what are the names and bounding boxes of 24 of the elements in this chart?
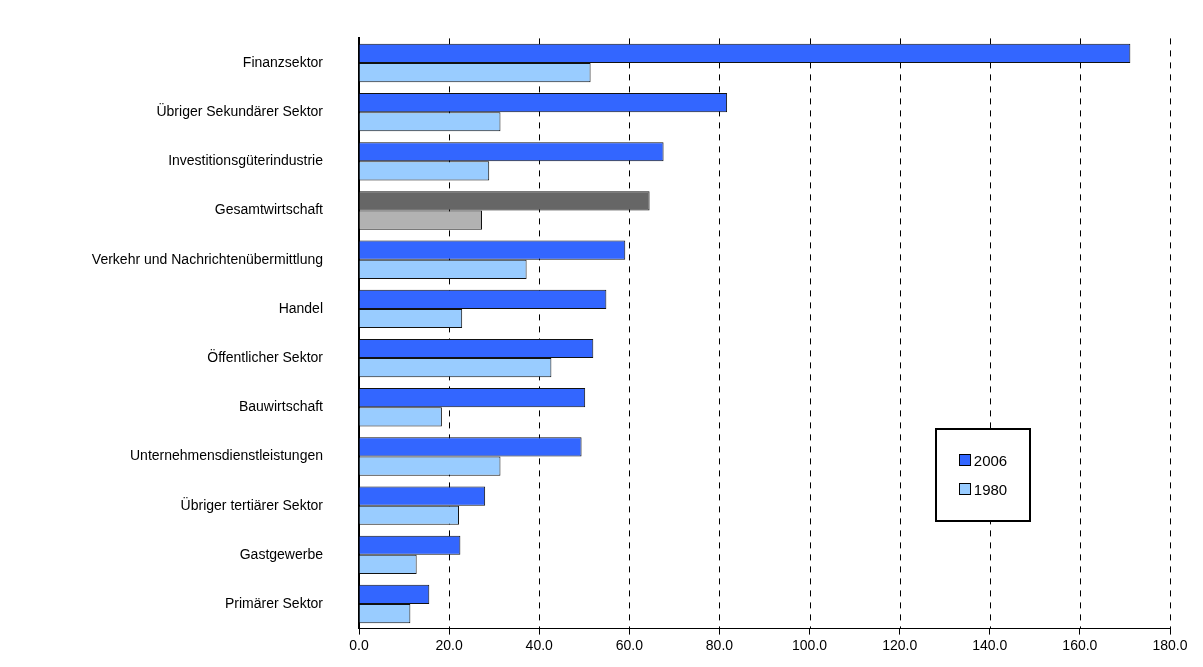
y-tick-label: Bauwirtschaft xyxy=(238,398,324,415)
x-tick-label: 0.0 xyxy=(349,636,369,653)
y-tick-label: Übriger Sekundärer Sektor xyxy=(156,102,324,120)
x-tick-label: 160.0 xyxy=(1062,636,1098,653)
x-tick-label: 180.0 xyxy=(1152,636,1188,653)
legend-label: 2006 xyxy=(972,451,1008,469)
legend-label: 1980 xyxy=(972,480,1008,498)
x-tick-label: 60.0 xyxy=(615,636,644,653)
y-tick-label: Übriger tertiärer Sektor xyxy=(180,495,324,513)
y-tick-label: Finanzsektor xyxy=(242,53,324,70)
x-tick-label: 80.0 xyxy=(705,636,734,653)
y-tick-label: Unternehmensdienstleistungen xyxy=(129,447,323,464)
x-tick-label: 40.0 xyxy=(525,636,554,653)
y-tick-label: Gesamtwirtschaft xyxy=(214,201,324,218)
x-tick-label: 120.0 xyxy=(882,636,918,653)
y-tick-label: Verkehr und Nachrichtenübermittlung xyxy=(91,250,323,267)
y-tick-label: Handel xyxy=(278,299,323,316)
y-tick-label: Öffentlicher Sektor xyxy=(207,347,324,365)
y-tick-label: Investitionsgüterindustrie xyxy=(168,152,324,169)
y-tick-label: Primärer Sektor xyxy=(224,594,324,611)
x-tick-label: 140.0 xyxy=(972,636,1008,653)
x-tick-label: 100.0 xyxy=(792,636,828,653)
x-tick-label: 20.0 xyxy=(435,636,463,653)
y-tick-label: Gastgewerbe xyxy=(239,545,324,562)
